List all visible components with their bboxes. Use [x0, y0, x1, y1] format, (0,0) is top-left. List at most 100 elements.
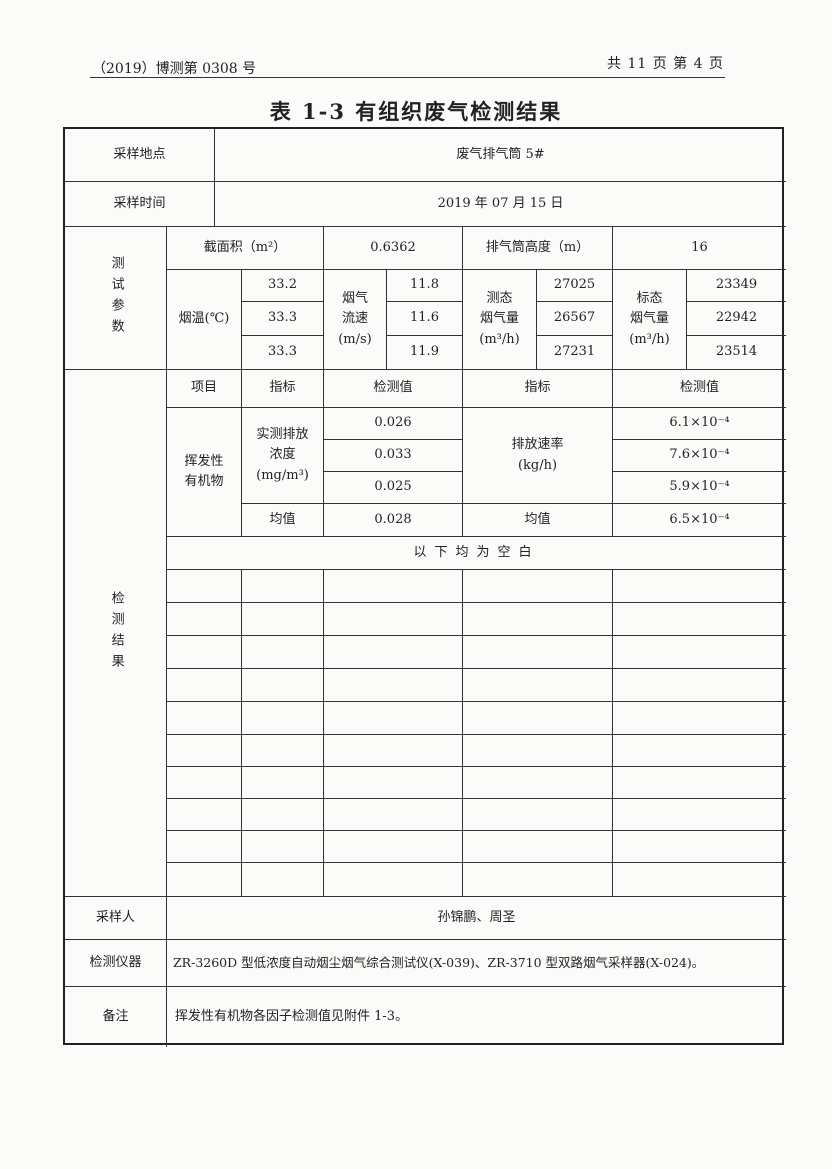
velocity-value: 11.6	[387, 302, 463, 336]
concentration-label: 实测排放 浓度 (mg/m³)	[242, 408, 324, 504]
col-header-indicator: 指标	[463, 370, 613, 408]
remarks-value: 挥发性有机物各因子检测值见附件 1-3。	[175, 1008, 409, 1024]
temp-label: 烟温(℃)	[167, 270, 242, 370]
velocity-value: 11.9	[387, 336, 463, 370]
blank-cell	[167, 863, 242, 897]
blank-cell	[324, 799, 463, 831]
report-number: （2019）博测第 0308 号	[92, 61, 257, 77]
col-header-value: 检测值	[613, 370, 786, 408]
instrument-label: 检测仪器	[65, 940, 167, 987]
blank-cell	[463, 863, 613, 897]
blank-cell	[242, 603, 324, 636]
blank-cell	[324, 702, 463, 735]
blank-cell	[242, 767, 324, 799]
blank-cell	[242, 863, 324, 897]
temp-value: 33.3	[242, 336, 324, 370]
std-flow-label: 标态 烟气量 (m³/h)	[613, 270, 687, 370]
item-name: 挥发性有机物	[167, 408, 242, 537]
blank-cell	[324, 603, 463, 636]
page-indicator: 共 11 页 第 4 页	[607, 56, 724, 72]
blank-cell	[613, 767, 786, 799]
blank-cell	[613, 799, 786, 831]
blank-cell	[242, 799, 324, 831]
velocity-label: 烟气 流速 (m/s)	[324, 270, 387, 370]
results-table: 采样地点 废气排气筒 5# 采样时间 2019 年 07 月 15 日 测试参数…	[63, 127, 786, 1047]
sampling-time-value: 2019 年 07 月 15 日	[215, 182, 786, 227]
blank-cell	[324, 831, 463, 863]
blank-cell	[167, 767, 242, 799]
blank-cell	[463, 767, 613, 799]
std-flow-value: 23349	[687, 270, 786, 302]
blank-cell	[167, 570, 242, 603]
blank-cell	[324, 767, 463, 799]
blank-cell	[463, 603, 613, 636]
blank-cell	[167, 603, 242, 636]
temp-value: 33.3	[242, 302, 324, 336]
blank-cell	[324, 570, 463, 603]
emission-rate-mean: 6.5×10⁻⁴	[613, 504, 786, 537]
concentration-value: 0.033	[324, 440, 463, 472]
col-header-item: 项目	[167, 370, 242, 408]
test-params-label: 测试参数	[108, 256, 124, 340]
area-label: 截面积（m²）	[167, 227, 324, 270]
results-label: 检测结果	[108, 591, 124, 675]
blank-cell	[463, 570, 613, 603]
blank-cell	[613, 831, 786, 863]
blank-cell	[463, 669, 613, 702]
blank-cell	[613, 669, 786, 702]
blank-cell	[167, 702, 242, 735]
remarks-label: 备注	[65, 987, 167, 1047]
blank-note: 以下均为空白	[167, 537, 786, 570]
concentration-value: 0.025	[324, 472, 463, 504]
blank-cell	[242, 702, 324, 735]
blank-cell	[167, 735, 242, 767]
stack-height-label: 排气筒高度（m）	[463, 227, 613, 270]
blank-cell	[324, 636, 463, 669]
temp-value: 33.2	[242, 270, 324, 302]
stack-height-value: 16	[613, 227, 786, 270]
table-title: 表 1-3 有组织废气检测结果	[269, 99, 563, 124]
emission-rate-value: 5.9×10⁻⁴	[613, 472, 786, 504]
blank-cell	[167, 831, 242, 863]
mean-label: 均值	[242, 504, 324, 537]
blank-cell	[242, 570, 324, 603]
col-header-value: 检测值	[324, 370, 463, 408]
blank-cell	[463, 831, 613, 863]
blank-cell	[463, 702, 613, 735]
sampling-time-label: 采样时间	[65, 182, 215, 227]
blank-cell	[463, 636, 613, 669]
blank-cell	[242, 831, 324, 863]
actual-flow-value: 26567	[537, 302, 613, 336]
blank-cell	[167, 636, 242, 669]
blank-cell	[242, 636, 324, 669]
blank-cell	[613, 863, 786, 897]
blank-cell	[242, 669, 324, 702]
sampling-site-value: 废气排气筒 5#	[215, 129, 786, 182]
instrument-value: ZR-3260D 型低浓度自动烟尘烟气综合测试仪(X-039)、ZR-3710 …	[167, 940, 786, 987]
col-header-indicator: 指标	[242, 370, 324, 408]
area-value: 0.6362	[324, 227, 463, 270]
concentration-mean: 0.028	[324, 504, 463, 537]
mean-label: 均值	[463, 504, 613, 537]
blank-cell	[167, 799, 242, 831]
blank-cell	[613, 702, 786, 735]
sampling-site-label: 采样地点	[65, 129, 215, 182]
blank-cell	[324, 863, 463, 897]
header-divider	[90, 77, 725, 78]
std-flow-value: 22942	[687, 302, 786, 336]
concentration-value: 0.026	[324, 408, 463, 440]
std-flow-value: 23514	[687, 336, 786, 370]
blank-cell	[613, 570, 786, 603]
actual-flow-value: 27025	[537, 270, 613, 302]
emission-rate-label: 排放速率 (kg/h)	[463, 408, 613, 504]
actual-flow-value: 27231	[537, 336, 613, 370]
blank-cell	[463, 799, 613, 831]
blank-cell	[242, 735, 324, 767]
emission-rate-value: 6.1×10⁻⁴	[613, 408, 786, 440]
blank-cell	[324, 735, 463, 767]
actual-flow-label: 测态 烟气量 (m³/h)	[463, 270, 537, 370]
blank-cell	[613, 603, 786, 636]
blank-cell	[613, 735, 786, 767]
emission-rate-value: 7.6×10⁻⁴	[613, 440, 786, 472]
sampler-label: 采样人	[65, 897, 167, 940]
